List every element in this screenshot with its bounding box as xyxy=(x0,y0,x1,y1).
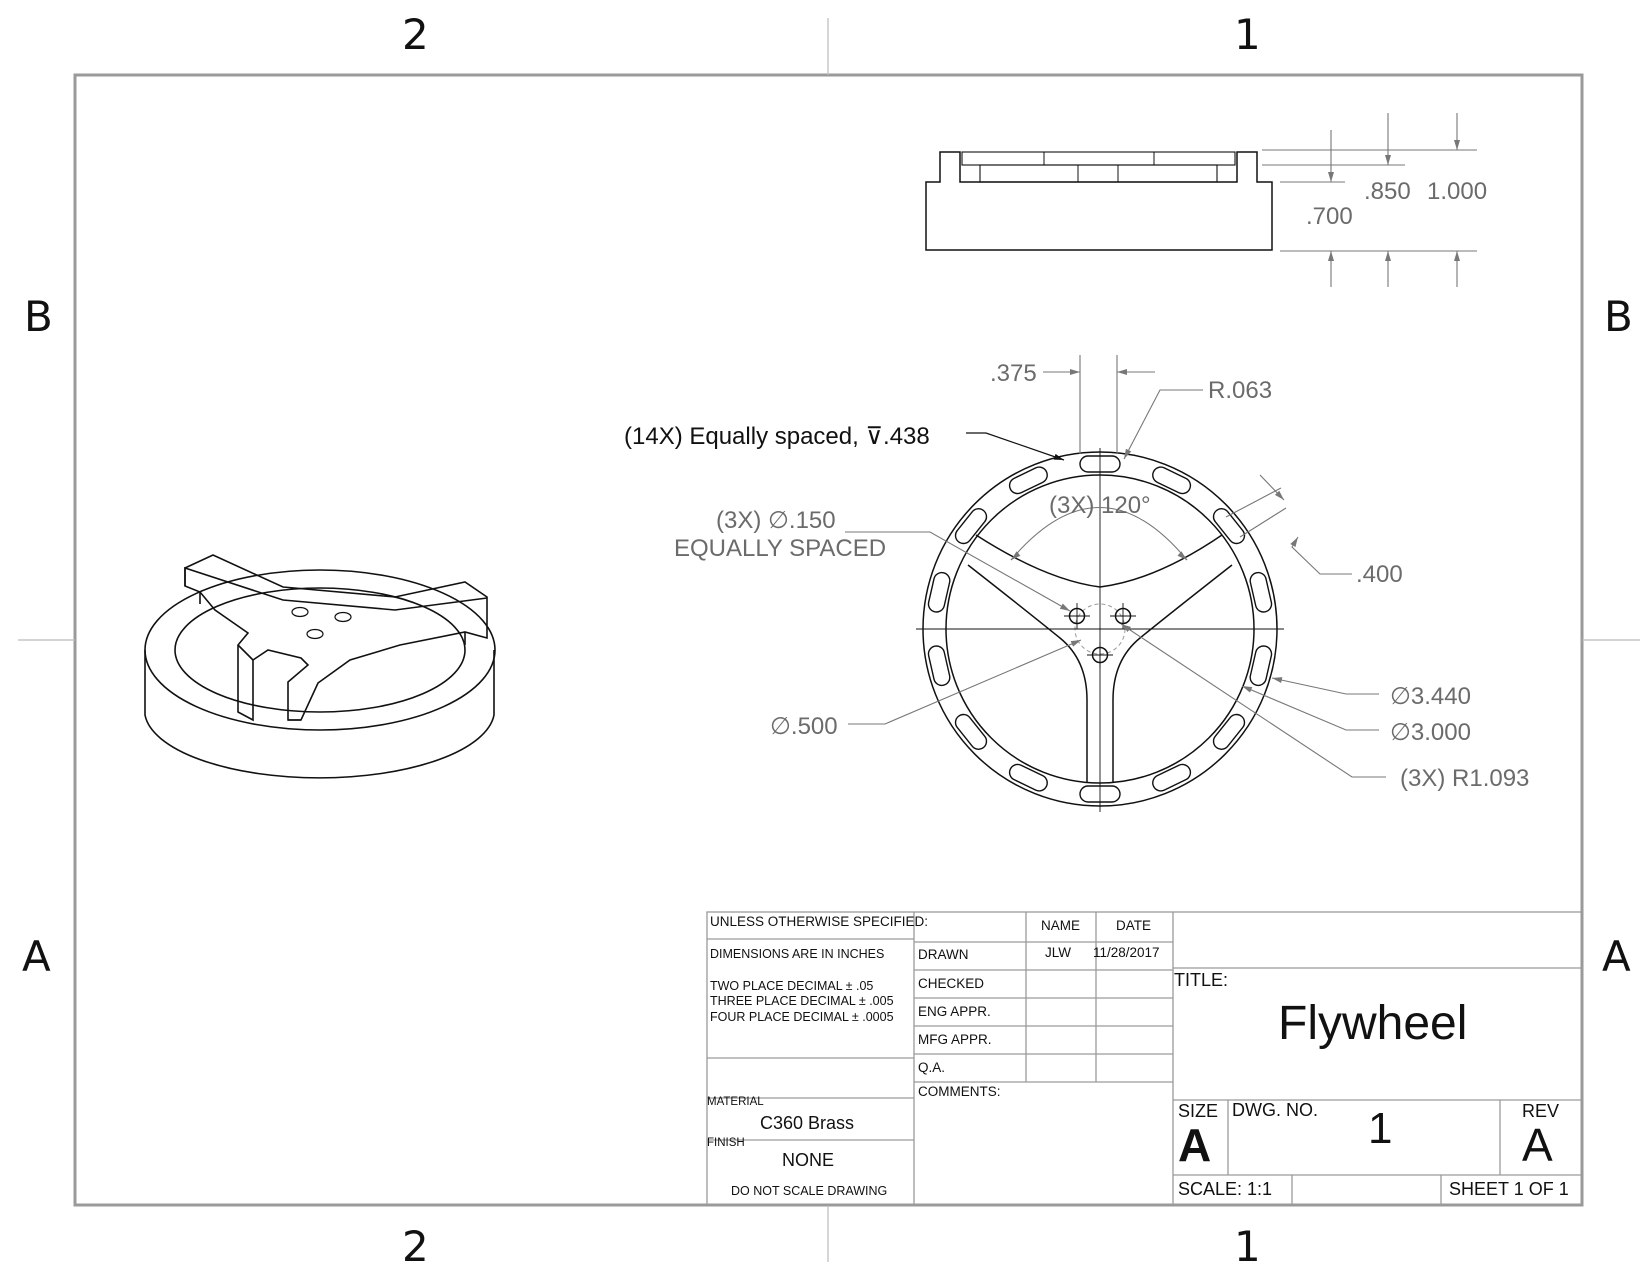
drawn-date: 11/28/2017 xyxy=(1093,945,1160,960)
row-drawn: DRAWN xyxy=(918,947,969,962)
dim-angle: (3X) 120° xyxy=(1049,492,1151,519)
zone-bottom-2: 2 xyxy=(402,1222,429,1271)
slots-note-leader xyxy=(966,432,1065,461)
dim-inner-dia: ∅3.000 xyxy=(1390,719,1471,746)
date-header: DATE xyxy=(1116,918,1152,933)
rim-slot xyxy=(1249,571,1273,613)
dim-850: .850 xyxy=(1364,178,1411,205)
side-view xyxy=(925,151,1273,251)
rev-label: REV xyxy=(1522,1101,1560,1121)
dim-rim-width: .400 xyxy=(1356,561,1403,588)
side-view-dimension-lines xyxy=(1262,113,1477,287)
dwg-no-value: 1 xyxy=(1368,1104,1393,1153)
dim-spoke-radius: (3X) R1.093 xyxy=(1400,765,1530,792)
rim-slot xyxy=(954,713,988,750)
unless-specified: UNLESS OTHERWISE SPECIFIED: xyxy=(710,914,929,929)
tolerance-four-place: FOUR PLACE DECIMAL ± .0005 xyxy=(710,1010,894,1024)
scale-value: SCALE: 1:1 xyxy=(1178,1179,1273,1199)
zone-left-a: A xyxy=(22,932,51,981)
rim-slot xyxy=(927,571,951,613)
holes-note-1: (3X) ∅.150 xyxy=(716,507,836,534)
rim-slot xyxy=(1212,713,1246,750)
sheet-value: SHEET 1 OF 1 xyxy=(1449,1179,1569,1199)
tolerance-two-place: TWO PLACE DECIMAL ± .05 xyxy=(710,979,874,993)
rim-slot xyxy=(954,508,988,545)
dim-slot-width: .375 xyxy=(990,360,1037,387)
dim-outer-dia: ∅3.440 xyxy=(1390,683,1471,710)
drawn-name: JLW xyxy=(1045,945,1071,960)
zone-top-2: 2 xyxy=(402,10,429,59)
zone-left-b: B xyxy=(24,292,53,341)
dim-slot-radius: R.063 xyxy=(1208,377,1273,404)
rim-slot xyxy=(1008,466,1048,495)
material-value: C360 Brass xyxy=(760,1113,855,1133)
dims-in-inches: DIMENSIONS ARE IN INCHES xyxy=(710,947,885,961)
slots-note: (14X) Equally spaced, ⊽.438 xyxy=(624,423,930,450)
dim-hub-dia: ∅.500 xyxy=(770,713,838,740)
rev-value: A xyxy=(1522,1119,1553,1171)
rim-slot xyxy=(1152,466,1192,495)
row-mfg-appr: MFG APPR. xyxy=(918,1032,992,1047)
size-label: SIZE xyxy=(1178,1101,1219,1121)
rim-slot xyxy=(1249,645,1273,687)
name-header: NAME xyxy=(1041,918,1081,933)
row-eng-appr: ENG APPR. xyxy=(918,1004,991,1019)
row-checked: CHECKED xyxy=(918,976,985,991)
title-block-grid xyxy=(706,911,1583,1206)
do-not-scale: DO NOT SCALE DRAWING xyxy=(731,1184,888,1198)
zone-right-a: A xyxy=(1602,932,1631,981)
title-value: Flywheel xyxy=(1278,997,1468,1050)
slots xyxy=(927,455,1273,803)
isometric-view xyxy=(144,554,496,779)
size-value: A xyxy=(1178,1119,1212,1171)
zone-right-b: B xyxy=(1604,292,1633,341)
dim-700: .700 xyxy=(1306,203,1353,230)
top-view-centerlines xyxy=(916,448,1284,812)
finish-value: NONE xyxy=(782,1150,835,1170)
dim-1000: 1.000 xyxy=(1427,178,1488,205)
dwg-no-label: DWG. NO. xyxy=(1232,1100,1318,1120)
zone-bottom-1: 1 xyxy=(1234,1222,1261,1271)
rim-slot xyxy=(1152,763,1192,792)
rim-slot xyxy=(1212,508,1246,545)
holes-note-2: EQUALLY SPACED xyxy=(674,535,887,562)
row-qa: Q.A. xyxy=(918,1060,946,1075)
rim-slot xyxy=(1008,763,1048,792)
zone-top-1: 1 xyxy=(1234,10,1261,59)
top-view-dimension-lines xyxy=(845,355,1386,778)
material-label: MATERIAL xyxy=(707,1096,764,1108)
tolerance-three-place: THREE PLACE DECIMAL ± .005 xyxy=(710,994,894,1008)
finish-label: FINISH xyxy=(707,1137,745,1149)
title-label: TITLE: xyxy=(1174,970,1229,990)
rim-slot xyxy=(927,645,951,687)
comments-label: COMMENTS: xyxy=(918,1084,1001,1099)
